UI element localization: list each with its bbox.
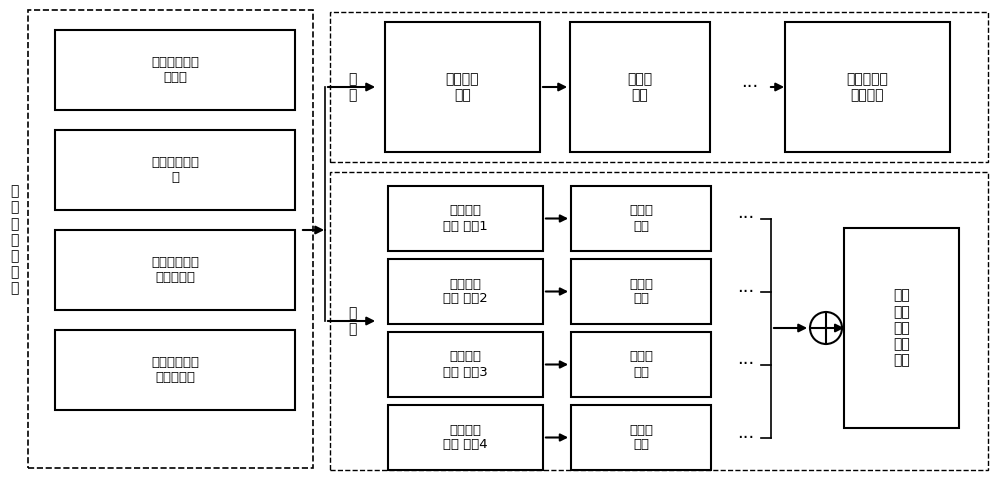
Bar	[388, 186, 543, 251]
Bar	[388, 405, 543, 470]
Text: 通道间卷
积层: 通道间卷 积层	[446, 72, 479, 102]
Text: 全
局: 全 局	[348, 72, 356, 102]
Bar	[330, 12, 988, 162]
Bar	[55, 130, 295, 210]
Bar	[388, 332, 543, 397]
Bar	[385, 22, 540, 152]
Text: 齿轮箱输入端
前轴承: 齿轮箱输入端 前轴承	[151, 56, 199, 84]
Text: ···: ···	[737, 356, 755, 373]
Text: 通道内卷
积层 尺度1: 通道内卷 积层 尺度1	[443, 204, 488, 232]
Bar	[571, 259, 711, 324]
Text: 最大值
池化: 最大值 池化	[627, 72, 653, 102]
Text: 最大值
池化: 最大值 池化	[629, 423, 653, 452]
Bar	[844, 228, 959, 428]
Text: 通道
内部
时序
故障
特征: 通道 内部 时序 故障 特征	[893, 288, 910, 367]
Bar	[785, 22, 950, 152]
Bar	[571, 332, 711, 397]
Bar	[55, 330, 295, 410]
Text: 通道间空间
故障特征: 通道间空间 故障特征	[847, 72, 888, 102]
Text: 通道内卷
积层 尺度2: 通道内卷 积层 尺度2	[443, 277, 488, 305]
Bar	[571, 186, 711, 251]
Bar	[55, 30, 295, 110]
Bar	[571, 405, 711, 470]
Text: 齿轮箱高速轴
后轴承垂直: 齿轮箱高速轴 后轴承垂直	[151, 356, 199, 384]
Text: ···: ···	[737, 283, 755, 300]
Bar	[570, 22, 710, 152]
Bar	[55, 230, 295, 310]
Text: 局
部: 局 部	[348, 306, 356, 336]
Text: 齿轮箱低速轴
后轴承垂直: 齿轮箱低速轴 后轴承垂直	[151, 256, 199, 284]
Text: 最大值
池化: 最大值 池化	[629, 277, 653, 305]
Bar	[330, 172, 988, 470]
Text: 多
通
道
振
动
信
号: 多 通 道 振 动 信 号	[10, 184, 18, 296]
Text: ···: ···	[737, 429, 755, 446]
Bar	[388, 259, 543, 324]
Bar	[28, 10, 313, 468]
Text: 通道内卷
积层 尺度4: 通道内卷 积层 尺度4	[443, 423, 488, 452]
Text: ···: ···	[737, 209, 755, 228]
Text: 最大值
池化: 最大值 池化	[629, 204, 653, 232]
Text: ···: ···	[741, 78, 759, 96]
Text: 齿轮箱齿圈垂
直: 齿轮箱齿圈垂 直	[151, 156, 199, 184]
Text: 通道内卷
积层 尺度3: 通道内卷 积层 尺度3	[443, 350, 488, 379]
Text: 最大值
池化: 最大值 池化	[629, 350, 653, 379]
